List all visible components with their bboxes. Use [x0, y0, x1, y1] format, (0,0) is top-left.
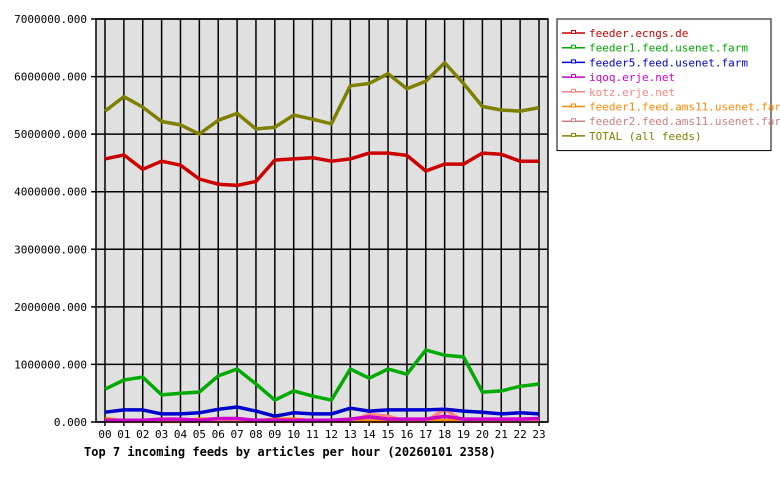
x-tick-label: 12 [325, 428, 338, 441]
legend-label: feeder2.feed.ams11.usenet.farm [589, 115, 780, 128]
legend-marker-icon [571, 30, 576, 34]
y-tick-label: 2000000.000 [14, 301, 87, 314]
legend-item: feeder5.feed.usenet.farm [562, 56, 748, 69]
legend-marker-icon [571, 118, 576, 123]
x-tick-label: 20 [476, 428, 489, 441]
legend-box [556, 18, 772, 152]
legend-item: TOTAL (all feeds) [562, 130, 702, 143]
x-tick-label: 11 [306, 428, 319, 441]
legend-label: feeder.ecngs.de [589, 27, 688, 40]
x-tick-label: 09 [268, 428, 281, 441]
x-tick-label: 14 [363, 428, 377, 441]
x-tick-label: 07 [230, 428, 243, 441]
x-tick-label: 16 [400, 428, 413, 441]
x-tick-label: 03 [155, 428, 168, 441]
legend-label: iqoq.erje.net [589, 71, 675, 84]
y-tick-label: 3000000.000 [14, 243, 87, 256]
x-tick-label: 21 [495, 428, 508, 441]
legend: feeder.ecngs.defeeder1.feed.usenet.farmf… [556, 18, 780, 152]
plot-area [96, 19, 548, 422]
legend-marker-icon [571, 132, 576, 137]
legend-item: feeder.ecngs.de [562, 27, 688, 40]
legend-label: TOTAL (all feeds) [589, 130, 702, 143]
x-tick-label: 01 [117, 428, 130, 441]
plot-border [95, 18, 549, 423]
legend-label: feeder1.feed.usenet.farm [589, 42, 748, 55]
x-tick-label: 17 [419, 428, 432, 441]
y-tick-label: 0.000 [54, 416, 87, 429]
x-tick-label: 19 [457, 428, 470, 441]
x-tick-label: 18 [438, 428, 451, 441]
y-tick-label: 1000000.000 [14, 358, 87, 371]
legend-marker-icon [571, 59, 576, 64]
series-line [103, 61, 540, 136]
x-tick-label: 22 [514, 428, 527, 441]
x-tick-label: 13 [344, 428, 357, 441]
legend-item: feeder1.feed.ams11.usenet.farm [562, 101, 780, 114]
x-tick-label: 02 [136, 428, 149, 441]
x-axis: 00 01 02 03 04 05 06 07 08 09 10 11 12 13 14 15 16 17 18 19… [98, 428, 545, 441]
x-tick-label: 06 [212, 428, 225, 441]
x-tick-label: 08 [249, 428, 262, 441]
y-tick-label: 6000000.000 [14, 71, 87, 84]
x-tick-label: 23 [532, 428, 545, 441]
x-tick-label: 04 [174, 428, 188, 441]
legend-marker-icon [571, 88, 576, 93]
series-line [104, 151, 539, 188]
y-tick-label: 4000000.000 [14, 186, 87, 199]
y-axis: 0.000 1000000.000 2000000.000 3000000.000 40… [14, 13, 87, 429]
legend-marker-icon [571, 103, 576, 108]
legend-marker-icon [571, 44, 576, 49]
series-line [105, 414, 540, 423]
y-tick-label: 7000000.000 [14, 13, 87, 26]
legend-label: feeder1.feed.ams11.usenet.farm [589, 101, 780, 114]
chart-title: Top 7 incoming feeds by articles per hou… [84, 445, 496, 459]
legend-item: feeder1.feed.usenet.farm [562, 42, 748, 55]
legend-item: feeder2.feed.ams11.usenet.farm [562, 115, 780, 128]
legend-marker-icon [571, 74, 576, 79]
x-tick-label: 05 [193, 428, 206, 441]
series-line [104, 348, 540, 402]
legend-label: feeder5.feed.usenet.farm [589, 56, 748, 69]
legend-label: kotz.erje.net [589, 86, 675, 99]
x-tick-label: 10 [287, 428, 300, 441]
series-line [104, 405, 540, 418]
legend-item: kotz.erje.net [562, 86, 675, 99]
x-tick-label: 15 [381, 428, 394, 441]
legend-item: iqoq.erje.net [562, 71, 675, 84]
y-tick-label: 5000000.000 [14, 128, 87, 141]
x-tick-label: 00 [98, 428, 111, 441]
